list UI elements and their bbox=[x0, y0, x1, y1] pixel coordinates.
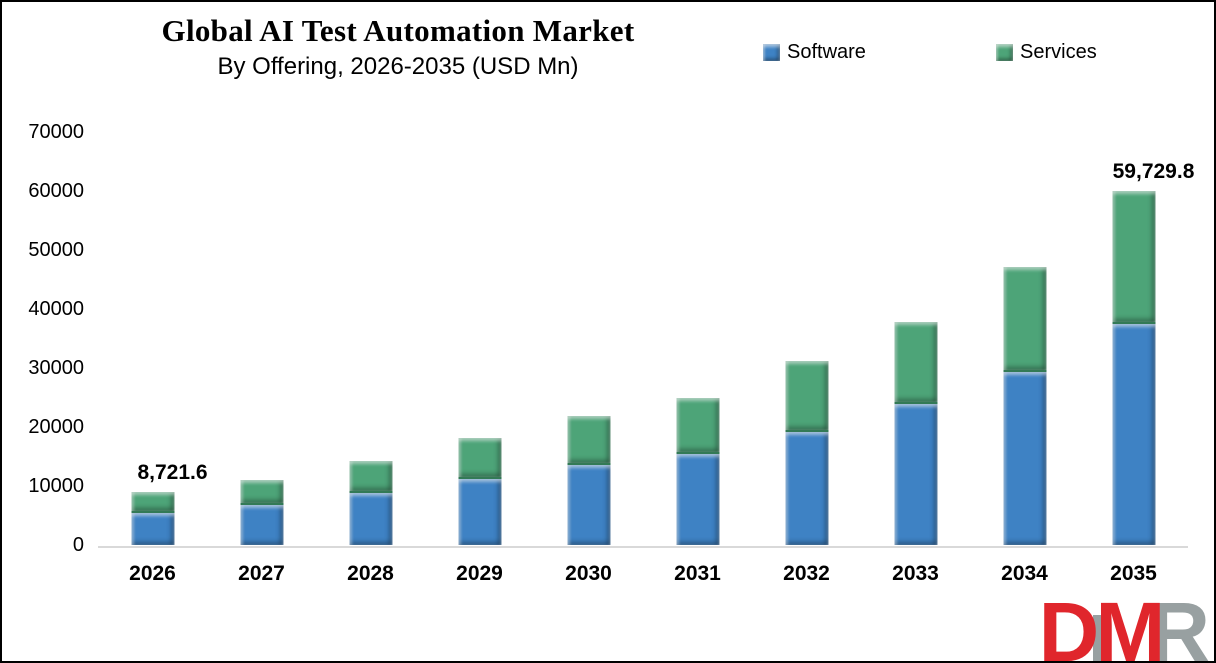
legend-item-software: Software bbox=[763, 40, 866, 63]
bar-segment-software-2027 bbox=[240, 504, 283, 545]
bar-segment-services-2034 bbox=[1003, 266, 1046, 373]
logo-letter-r: R bbox=[1149, 585, 1210, 663]
bar-segment-software-2035 bbox=[1112, 323, 1155, 545]
stacked-bar-2035 bbox=[1112, 190, 1155, 545]
logo-letter-d: D bbox=[1038, 585, 1100, 663]
chart-subtitle: By Offering, 2026-2035 (USD Mn) bbox=[217, 53, 579, 80]
stacked-bar-2026 bbox=[131, 491, 174, 545]
total-data-label-2026: 8,721.6 bbox=[137, 460, 208, 484]
bar-segment-services-2031 bbox=[676, 397, 719, 455]
bar-segment-software-2033 bbox=[894, 404, 937, 545]
bar-segment-services-2026 bbox=[131, 491, 174, 513]
x-tick-label-2032: 2032 bbox=[783, 562, 830, 585]
stacked-bar-2033 bbox=[894, 322, 937, 545]
y-tick-label: 10000 bbox=[28, 475, 84, 497]
x-tick-label-2028: 2028 bbox=[347, 562, 394, 585]
x-tick-label-2029: 2029 bbox=[456, 562, 503, 585]
legend-label-software: Software bbox=[787, 40, 866, 63]
plot-area: 8,721.6 59,729.8 bbox=[98, 133, 1194, 546]
x-tick-label-2030: 2030 bbox=[565, 562, 612, 585]
y-tick-label: 70000 bbox=[28, 121, 84, 143]
total-data-label-2035: 59,729.8 bbox=[1112, 159, 1195, 183]
software-legend-swatch-icon bbox=[763, 43, 780, 61]
x-tick-label-2031: 2031 bbox=[674, 562, 721, 585]
bar-slot-2026 bbox=[98, 133, 207, 546]
y-tick-label: 40000 bbox=[28, 298, 84, 320]
bar-segment-services-2033 bbox=[894, 322, 937, 404]
bar-slot-2034 bbox=[970, 133, 1079, 546]
stacked-bar-2032 bbox=[785, 361, 828, 545]
stacked-bar-2034 bbox=[1003, 266, 1046, 545]
y-tick-label: 30000 bbox=[28, 357, 84, 379]
x-tick-label-2027: 2027 bbox=[238, 562, 285, 585]
bar-slot-2035 bbox=[1079, 133, 1188, 546]
bar-slot-2033 bbox=[861, 133, 970, 546]
y-tick-label: 50000 bbox=[28, 239, 84, 261]
x-tick-label-2034: 2034 bbox=[1001, 562, 1048, 585]
bar-segment-services-2029 bbox=[458, 437, 501, 479]
logo-letter-m: M bbox=[1095, 585, 1166, 663]
y-tick-label: 20000 bbox=[28, 416, 84, 438]
y-tick-label: 0 bbox=[72, 534, 84, 556]
bar-segment-software-2032 bbox=[785, 431, 828, 545]
y-tick-label: 60000 bbox=[28, 180, 84, 202]
x-tick-label-2035: 2035 bbox=[1110, 562, 1157, 585]
stacked-bar-2027 bbox=[240, 479, 283, 545]
bar-slot-2027 bbox=[207, 133, 316, 546]
stacked-bar-2030 bbox=[567, 416, 610, 545]
bar-segment-services-2027 bbox=[240, 479, 283, 505]
bar-segment-software-2029 bbox=[458, 478, 501, 545]
bar-slot-2032 bbox=[752, 133, 861, 546]
bar-slot-2031 bbox=[643, 133, 752, 546]
bar-segment-services-2028 bbox=[349, 461, 392, 494]
bar-segment-software-2026 bbox=[131, 512, 174, 545]
bar-segment-software-2028 bbox=[349, 493, 392, 545]
legend-label-services: Services bbox=[1020, 40, 1097, 63]
bar-slot-2028 bbox=[316, 133, 425, 546]
bar-segment-services-2032 bbox=[785, 361, 828, 432]
bar-segment-services-2030 bbox=[567, 416, 610, 465]
chart-title: Global AI Test Automation Market bbox=[161, 13, 635, 48]
bar-segment-software-2030 bbox=[567, 464, 610, 545]
bar-segment-software-2031 bbox=[676, 454, 719, 545]
logo-shadow-shape bbox=[1093, 615, 1108, 661]
stacked-bar-2028 bbox=[349, 461, 392, 545]
bar-slot-2030 bbox=[534, 133, 643, 546]
x-tick-label-2033: 2033 bbox=[892, 562, 939, 585]
stacked-bar-2031 bbox=[676, 397, 719, 545]
bar-slot-2029 bbox=[425, 133, 534, 546]
x-axis-line bbox=[98, 546, 1188, 548]
bar-segment-software-2034 bbox=[1003, 372, 1046, 545]
chart-header: Global AI Test Automation Market By Offe… bbox=[90, 12, 706, 82]
services-legend-swatch-icon bbox=[996, 43, 1013, 61]
stacked-bar-2029 bbox=[458, 437, 501, 545]
dmr-logo: DMR bbox=[1038, 585, 1210, 663]
x-tick-label-2026: 2026 bbox=[129, 562, 176, 585]
bar-segment-services-2035 bbox=[1112, 190, 1155, 324]
legend-item-services: Services bbox=[996, 40, 1097, 63]
